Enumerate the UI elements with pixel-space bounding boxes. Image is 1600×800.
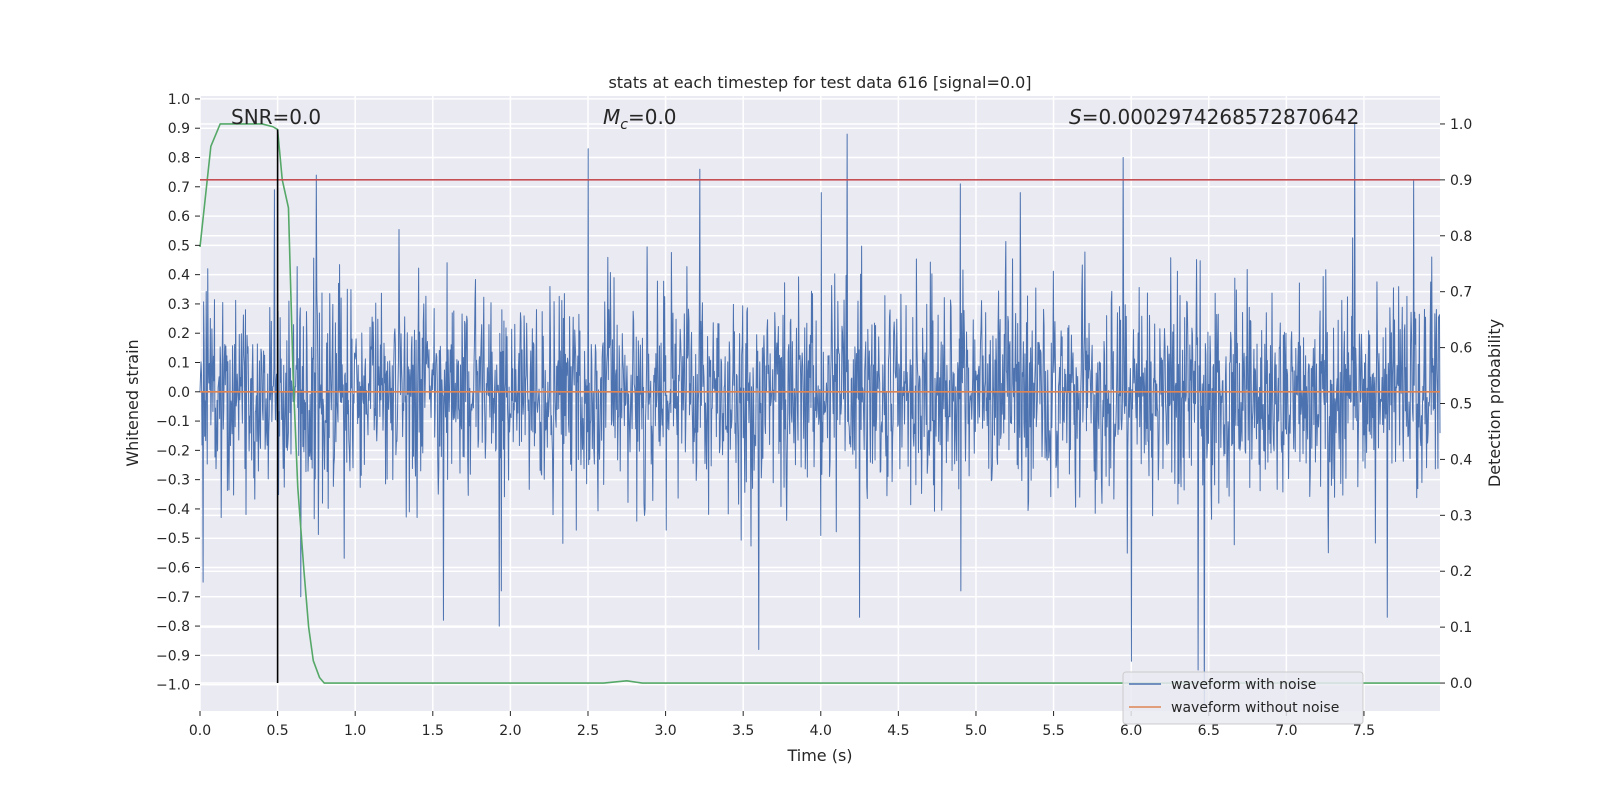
y2-tick-label: 0.2 — [1450, 564, 1472, 580]
y2-axis-label: Detection probability — [1485, 319, 1504, 487]
y-axis-label: Whitened strain — [123, 339, 142, 466]
y2-tick-label: 0.1 — [1450, 620, 1472, 636]
x-tick-label: 2.5 — [577, 723, 599, 739]
y2-axis-ticks: 1.0 0.9 0.8 0.7 0.6 0.5 0.4 0.3 0.2 0.1 0.0 — [1440, 117, 1472, 692]
y2-tick-label: 0.8 — [1450, 229, 1472, 245]
x-tick-label: 3.0 — [654, 723, 676, 739]
legend: waveform with noise waveform without noi… — [1122, 671, 1364, 725]
y-tick-label: −1.0 — [156, 678, 190, 694]
x-tick-label: 0.0 — [189, 723, 211, 739]
y-tick-label: 0.5 — [168, 238, 190, 254]
x-tick-label: 2.0 — [499, 723, 521, 739]
s-value: =0.0002974268572870642 — [1082, 105, 1360, 129]
y-tick-label: −0.9 — [156, 648, 190, 664]
x-tick-label: 7.5 — [1353, 723, 1375, 739]
x-axis-label: Time (s) — [786, 746, 852, 765]
snr-annotation: SNR=0.0 — [231, 105, 321, 129]
x-tick-label: 6.5 — [1198, 723, 1220, 739]
legend-label-clean: waveform without noise — [1171, 700, 1339, 716]
y2-tick-label: 0.7 — [1450, 285, 1472, 301]
y2-tick-label: 0.9 — [1450, 173, 1472, 189]
x-axis-ticks: 0.0 0.5 1.0 1.5 2.0 2.5 3.0 3.5 4.0 4.5 5.0 5.5 6.0 6… — [189, 711, 1375, 739]
y-tick-label: 1.0 — [168, 92, 190, 108]
x-tick-label: 5.5 — [1042, 723, 1064, 739]
mc-annotation: Mc=0.0 — [603, 105, 677, 133]
y-tick-label: 0.2 — [168, 326, 190, 342]
y-tick-label: 0.1 — [168, 356, 190, 372]
y-tick-label: 0.6 — [168, 209, 190, 225]
x-tick-label: 7.0 — [1275, 723, 1297, 739]
y-tick-label: 0.9 — [168, 121, 190, 137]
y-tick-label: −0.6 — [156, 561, 190, 577]
series-detection-probability — [199, 123, 1440, 684]
y-axis-ticks: 1.0 0.9 0.8 0.7 0.6 0.5 0.4 0.3 0.2 0.1 0.0 −0.1 −0.… — [156, 92, 200, 694]
x-tick-label: 4.0 — [810, 723, 832, 739]
y2-tick-label: 0.6 — [1450, 341, 1472, 357]
s-annotation: S=0.0002974268572870642 — [1069, 105, 1359, 129]
legend-box — [1122, 671, 1364, 725]
x-tick-label: 0.5 — [266, 723, 288, 739]
y-tick-label: 0.0 — [168, 385, 190, 401]
x-tick-label: 1.5 — [422, 723, 444, 739]
s-symbol: S — [1069, 105, 1082, 129]
mc-subscript: c — [620, 117, 628, 133]
x-tick-label: 4.5 — [887, 723, 909, 739]
y-tick-label: 0.4 — [168, 268, 190, 284]
y-tick-label: −0.7 — [156, 590, 190, 606]
y2-tick-label: 0.4 — [1450, 452, 1472, 468]
y-tick-label: −0.1 — [156, 414, 190, 430]
chart-title: stats at each timestep for test data 616… — [608, 73, 1031, 92]
y-tick-label: 0.8 — [168, 151, 190, 167]
legend-label-noise: waveform with noise — [1171, 677, 1316, 693]
mc-symbol: M — [603, 105, 620, 129]
y2-tick-label: 0.0 — [1450, 676, 1472, 692]
y-tick-label: 0.7 — [168, 180, 190, 196]
x-tick-label: 6.0 — [1120, 723, 1142, 739]
y-tick-label: −0.3 — [156, 473, 190, 489]
y2-tick-label: 0.5 — [1450, 397, 1472, 413]
mc-value: =0.0 — [628, 105, 677, 129]
x-tick-label: 1.0 — [344, 723, 366, 739]
y-tick-label: −0.5 — [156, 531, 190, 547]
y-tick-label: −0.2 — [156, 443, 190, 459]
y-tick-label: −0.4 — [156, 502, 190, 518]
x-tick-label: 5.0 — [965, 723, 987, 739]
series-layer — [199, 121, 1441, 706]
series-waveform-with-noise — [199, 121, 1441, 706]
y-tick-label: 0.3 — [168, 297, 190, 313]
y2-tick-label: 1.0 — [1450, 117, 1472, 133]
y2-tick-label: 0.3 — [1450, 508, 1472, 524]
y-tick-label: −0.8 — [156, 619, 190, 635]
x-tick-label: 3.5 — [732, 723, 754, 739]
